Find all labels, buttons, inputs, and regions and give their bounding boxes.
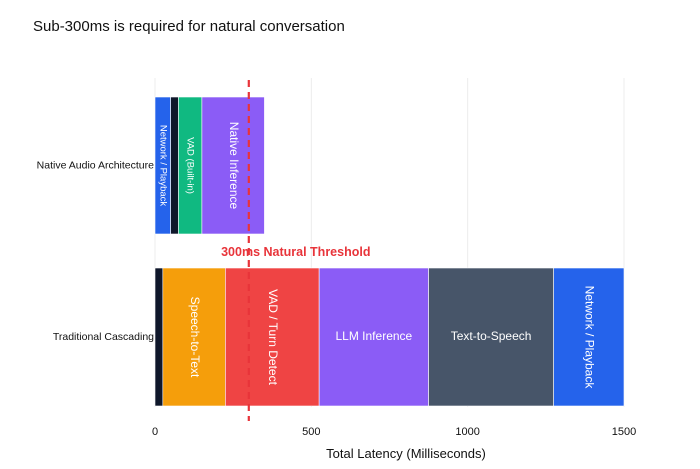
- threshold-label: 300ms Natural Threshold: [221, 245, 370, 259]
- bars-layer: Network / Playback VAD (Built-in) Native I…: [37, 96, 625, 407]
- bar-segment-native-audio-architecture-native-inference: [201, 96, 265, 235]
- category-label-traditional-cascading: Traditional Cascading: [53, 331, 154, 343]
- x-tick-label-1500: 1500: [612, 426, 636, 438]
- category-label-native-audio-architecture: Native Audio Architecture: [37, 159, 154, 171]
- bar-segment-traditional-cascading-network-playback: [553, 267, 625, 407]
- bar-label-traditional-cascading-speech-to-text: Speech-to-Text: [188, 297, 202, 378]
- bar-label-traditional-cascading-network-playback: Network / Playback: [583, 286, 597, 390]
- bar-label-native-audio-architecture-vad-built-in: VAD (Built-in): [185, 137, 196, 194]
- bar-label-traditional-cascading-llm-inference: LLM Inference: [336, 329, 413, 343]
- x-axis-label: Total Latency (Milliseconds): [326, 446, 486, 461]
- bar-segment-traditional-cascading-speech-to-text: [162, 267, 226, 407]
- x-tick-label-1000: 1000: [455, 426, 479, 438]
- x-tick-label-0: 0: [152, 426, 158, 438]
- axis-layer: 0 500 1000 1500: [152, 426, 636, 438]
- bar-label-traditional-cascading-text-to-speech: Text-to-Speech: [451, 329, 532, 343]
- x-tick-label-500: 500: [302, 426, 320, 438]
- bar-segment-traditional-cascading-vad-turn-detect: [225, 267, 320, 407]
- bar-segment-traditional-cascading-spacer: [154, 267, 164, 407]
- bar-label-native-audio-architecture-native-inference: Native Inference: [227, 122, 241, 210]
- bar-segment-traditional-cascading-text-to-speech: [428, 267, 554, 407]
- bar-segment-traditional-cascading-llm-inference: [318, 267, 429, 407]
- bar-label-native-audio-architecture-network-playback: Network / Playback: [157, 125, 168, 207]
- threshold-layer: 300ms Natural Threshold: [221, 80, 370, 421]
- bar-label-traditional-cascading-vad-turn-detect: VAD / Turn Detect: [266, 289, 280, 385]
- chart-title: Sub-300ms is required for natural conver…: [33, 18, 345, 35]
- bar-segment-native-audio-architecture-spacer: [170, 96, 179, 235]
